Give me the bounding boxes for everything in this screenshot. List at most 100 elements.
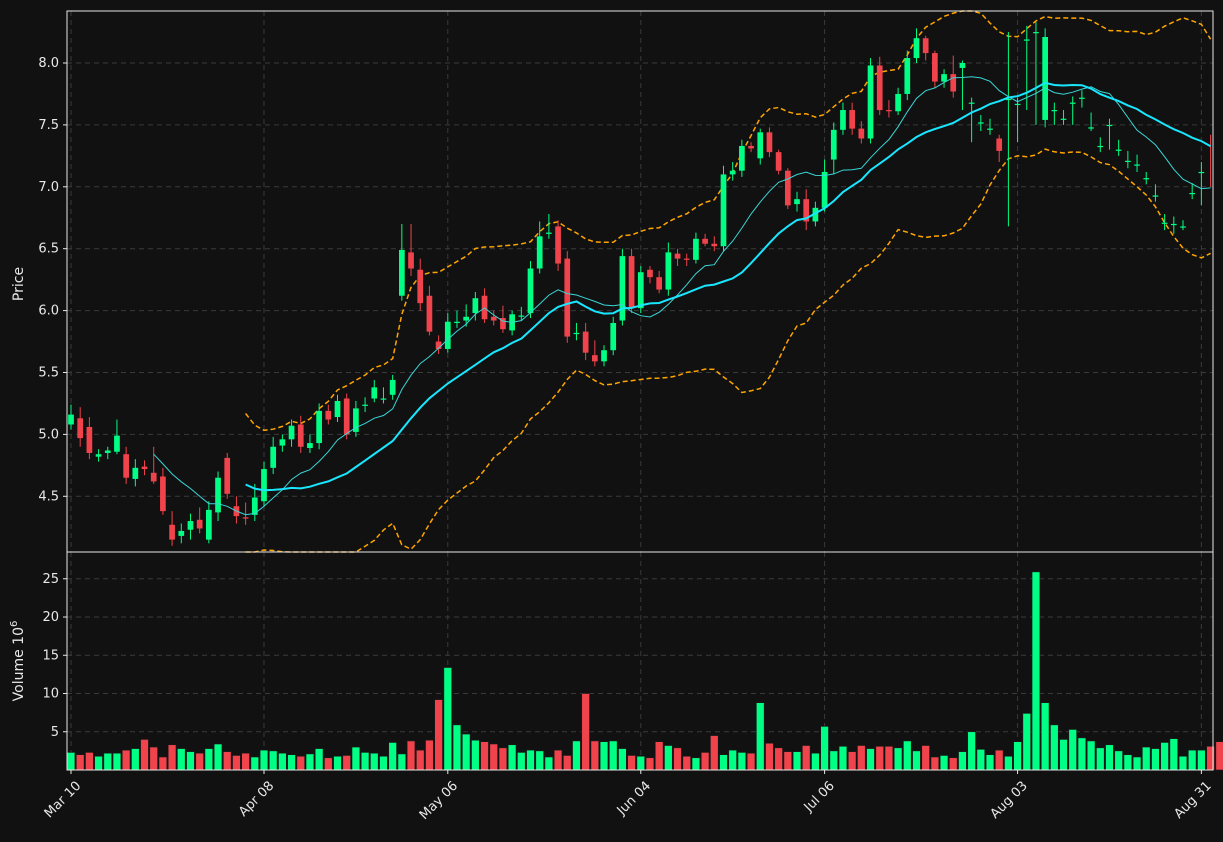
volume-bar <box>1169 738 1179 771</box>
candle-body <box>1033 32 1039 34</box>
candle-body <box>444 321 451 349</box>
volume-bar <box>406 740 416 771</box>
candle-body <box>1170 223 1177 226</box>
volume-bar <box>691 757 701 771</box>
candle-body <box>426 295 433 332</box>
candle-body <box>380 398 387 400</box>
candle-body <box>454 321 460 323</box>
candle-body <box>196 519 203 529</box>
volume-bar <box>1142 746 1151 771</box>
price-tick-label: 5.5 <box>38 365 59 380</box>
volume-bar <box>342 755 351 771</box>
volume-bar <box>939 755 949 771</box>
candle-body <box>104 450 111 453</box>
upper-band-line <box>245 10 1212 432</box>
candle-body <box>886 110 892 112</box>
volume-bar <box>765 742 774 771</box>
candle-body <box>720 174 727 247</box>
candle-body <box>922 38 929 54</box>
volume-bar <box>1132 756 1142 771</box>
volume-bar <box>461 733 471 771</box>
candle-body <box>858 128 865 139</box>
volume-bar <box>471 739 480 771</box>
volume-bar <box>673 747 682 771</box>
candle-body <box>132 467 139 479</box>
volume-bar <box>526 749 535 771</box>
volume-bar <box>158 756 168 771</box>
candle-body <box>840 110 846 130</box>
volume-bar <box>167 744 177 771</box>
volume-bar <box>489 743 498 771</box>
candle-body <box>895 93 901 112</box>
candle-body <box>582 331 589 353</box>
candle-body <box>757 132 764 159</box>
candle-body <box>1189 192 1196 195</box>
volume-bar <box>259 749 269 771</box>
volume-bar <box>958 751 967 771</box>
volume-bar <box>314 748 324 771</box>
volume-bar <box>480 741 489 771</box>
volume-bar <box>452 724 462 771</box>
volume-bar <box>121 749 131 771</box>
candle-body <box>1180 226 1186 228</box>
volume-bar <box>930 756 940 771</box>
candlesticks <box>68 22 1212 546</box>
volume-bar <box>388 742 397 771</box>
volume-bar <box>103 752 112 771</box>
candle-body <box>187 521 194 530</box>
candle-body <box>169 524 175 540</box>
candle-body <box>215 477 221 513</box>
volume-bar <box>1004 755 1013 771</box>
volume-bar <box>1059 739 1068 771</box>
volume-bar <box>1197 749 1206 771</box>
candle-body <box>242 517 249 519</box>
candle-body <box>803 199 810 222</box>
volume-bar <box>112 752 122 771</box>
candle-body <box>775 152 782 171</box>
candle-body <box>261 469 267 502</box>
volume-bar <box>912 750 921 771</box>
candle-body <box>647 269 653 278</box>
volume-bar <box>66 752 76 771</box>
candle-body <box>821 171 828 208</box>
candle-body <box>932 53 938 82</box>
volume-bar <box>131 748 140 771</box>
volume-bar <box>287 754 296 771</box>
candle-body <box>1014 103 1021 106</box>
volume-bar <box>85 752 94 771</box>
candle-body <box>1097 145 1104 148</box>
volume-bar <box>774 747 783 771</box>
volume-bar <box>921 745 930 771</box>
volume-bar <box>967 731 976 771</box>
price-tick-label: 5.0 <box>38 427 59 442</box>
candle-body <box>334 400 341 418</box>
volume-bar <box>213 743 223 771</box>
volume-bar <box>572 740 581 771</box>
volume-bar <box>903 740 912 771</box>
volume-tick-label: 10 <box>42 687 59 702</box>
volume-axis-label: Volume 106 <box>9 621 27 702</box>
volume-bar <box>756 702 765 771</box>
volume-axis-ticks: 5 10 15 20 25 <box>42 572 67 740</box>
volume-panel-frame <box>66 551 1214 771</box>
volume-bar <box>223 751 232 771</box>
volume-grid <box>67 552 1213 770</box>
volume-bar <box>360 752 370 771</box>
volume-tick-label: 25 <box>42 572 59 587</box>
candle-body <box>628 256 635 309</box>
volume-bar <box>370 752 379 771</box>
volume-tick-label: 20 <box>42 610 59 625</box>
candle-body <box>472 298 479 314</box>
volume-bar <box>792 751 802 771</box>
candle-body <box>343 398 350 435</box>
volume-bar <box>700 752 710 771</box>
volume-bar <box>305 753 315 771</box>
candle-body <box>977 122 984 124</box>
volume-bar <box>140 739 149 771</box>
volume-bar <box>1114 750 1123 771</box>
volume-bar <box>884 745 894 771</box>
volume-bar <box>517 752 526 771</box>
volume-bar <box>563 755 572 771</box>
volume-bar <box>1105 744 1114 771</box>
candle-body <box>297 424 304 447</box>
